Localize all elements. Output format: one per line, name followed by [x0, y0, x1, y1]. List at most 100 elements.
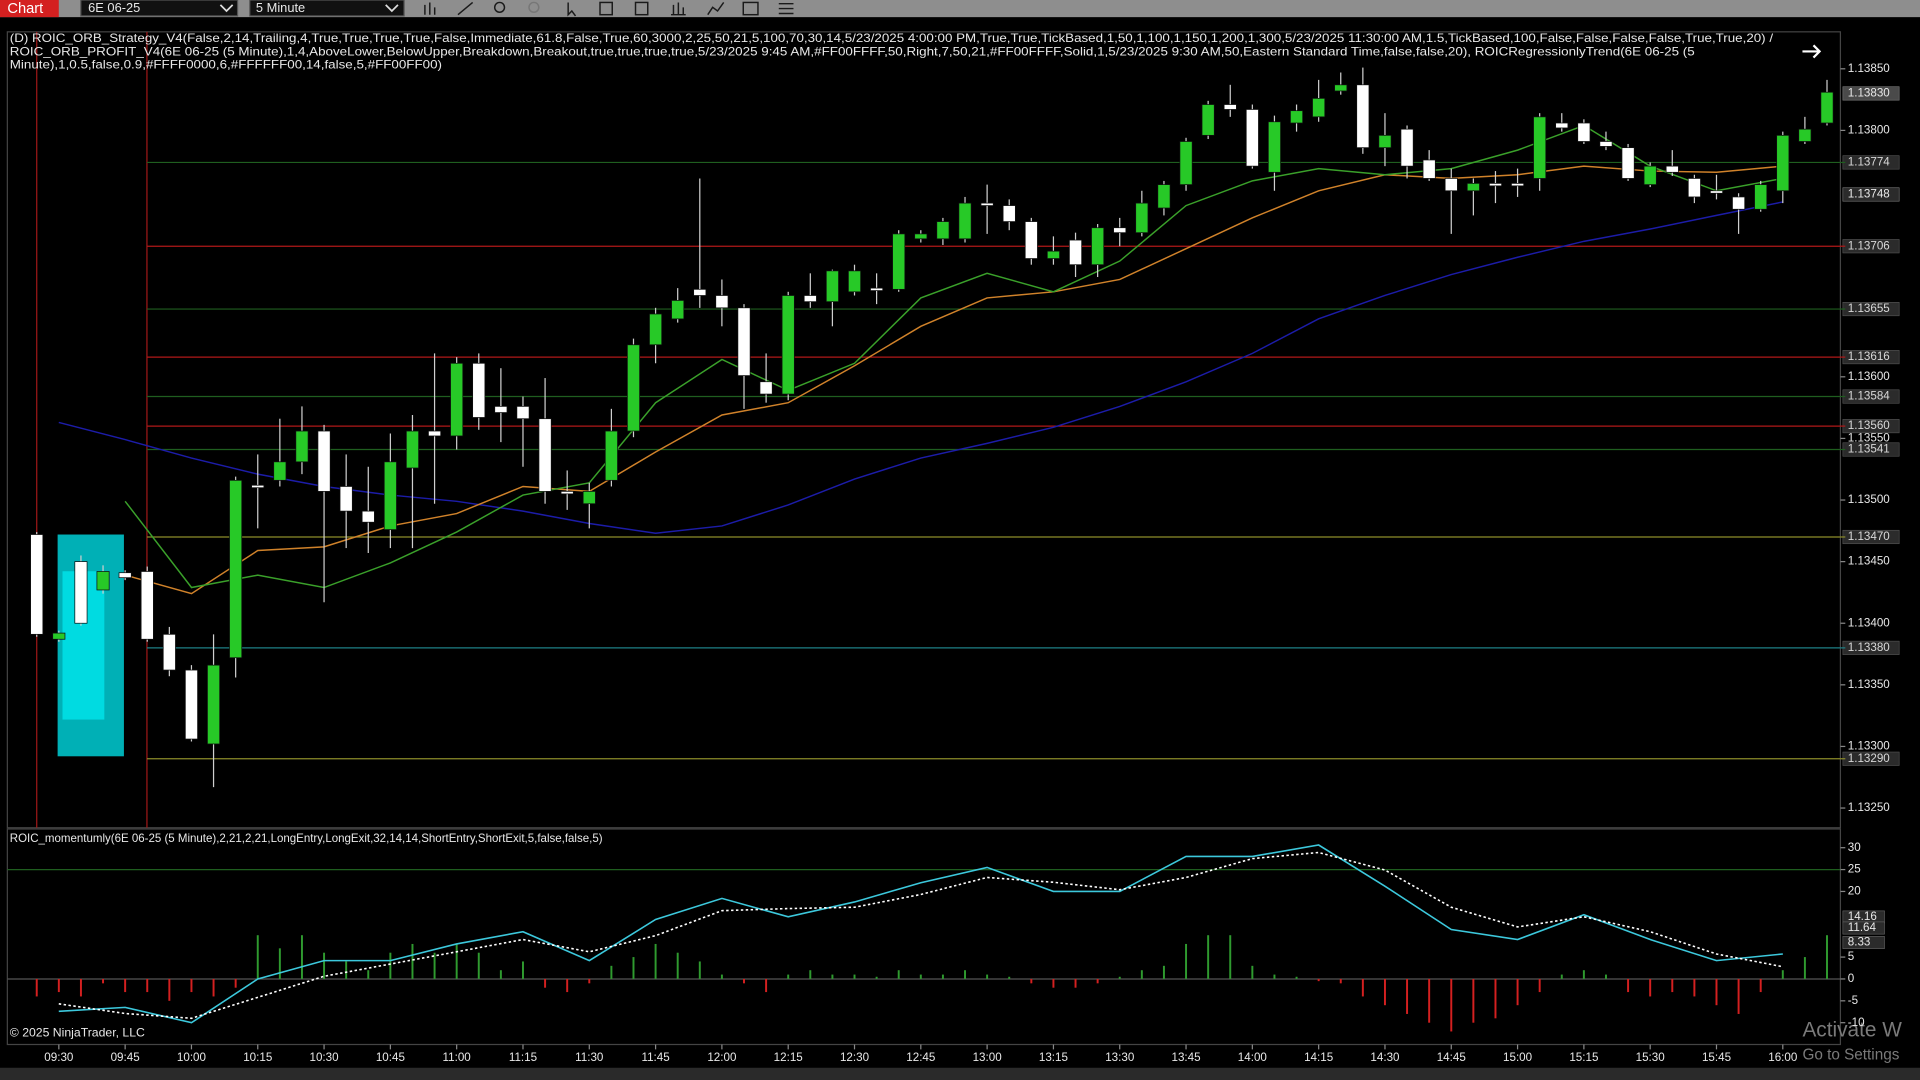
candle-body [1290, 110, 1304, 124]
histogram-bar [124, 978, 127, 993]
candle-body [1555, 122, 1569, 129]
y-tick-label: 0 [1848, 972, 1855, 985]
x-tick-label: 11:15 [509, 1051, 537, 1064]
candle-body [538, 418, 552, 492]
pointer-icon[interactable] [567, 2, 577, 17]
candle-body [450, 362, 464, 437]
candle-body [1113, 227, 1127, 234]
histogram-bar [566, 978, 569, 993]
histogram-bar [654, 943, 657, 979]
histogram-bar [477, 952, 480, 979]
level-label: 1.13290 [1848, 752, 1891, 765]
candle-body [96, 571, 110, 591]
zoom-out-icon[interactable] [528, 1, 540, 13]
candle-body [737, 307, 751, 376]
histogram-bar [698, 961, 701, 979]
scroll-arrow[interactable] [1802, 44, 1822, 59]
candle-body [1267, 121, 1281, 173]
histogram-bar [1803, 957, 1806, 979]
x-tick-label: 09:30 [44, 1051, 74, 1064]
histogram-bar [146, 978, 149, 993]
histogram-bar [1074, 978, 1077, 988]
y-tick-label: 20 [1848, 885, 1861, 898]
histogram-bar [986, 974, 989, 979]
y-tick-label: 30 [1848, 841, 1861, 854]
candle-body [715, 295, 729, 309]
menu-icon[interactable] [778, 2, 794, 15]
interval-dropdown[interactable] [249, 0, 405, 17]
price-marker-label: 1.13748 [1848, 188, 1890, 201]
instrument-dropdown[interactable] [80, 0, 239, 17]
candle-body [1732, 196, 1746, 210]
data-box-icon[interactable] [742, 1, 759, 16]
toolbar [0, 0, 1920, 18]
histogram-bar [1207, 935, 1210, 979]
x-tick-label: 11:00 [443, 1051, 472, 1064]
candle-body [671, 300, 685, 320]
x-tick-label: 12:00 [707, 1051, 737, 1064]
candle-body [1798, 128, 1812, 142]
interval-label[interactable]: 5 Minute [256, 0, 305, 15]
level-label: 1.13541 [1848, 443, 1890, 456]
candle-body [649, 313, 663, 346]
strategy-title: Minute),1,0.5,false,0.9,#FFFF0000,6,#FFF… [10, 60, 442, 72]
scrollbar[interactable] [0, 1067, 1920, 1080]
properties-icon[interactable] [599, 1, 613, 16]
candle-body [825, 270, 839, 303]
candle-body [1245, 109, 1259, 167]
candle-body [1002, 205, 1016, 222]
candle-body [1334, 84, 1348, 92]
histogram-bar [1361, 978, 1364, 997]
zoom-in-icon[interactable] [493, 1, 506, 13]
strategies-icon[interactable] [671, 2, 686, 16]
chart-tab-label[interactable]: Chart [7, 1, 43, 17]
instrument-label[interactable]: 6E 06-25 [88, 0, 140, 15]
draw-icon[interactable] [457, 1, 474, 16]
y-tick-label: 1.13400 [1848, 616, 1891, 629]
dropdown-arrow[interactable] [385, 4, 399, 13]
histogram-bar [57, 978, 60, 993]
candle-body [1687, 178, 1701, 198]
x-tick-label: 13:45 [1171, 1051, 1200, 1064]
histogram-bar [168, 978, 171, 1001]
histogram-bar [1185, 943, 1188, 979]
candle-body [1643, 165, 1657, 185]
candle-body [295, 430, 309, 463]
bars-icon[interactable] [424, 2, 436, 15]
histogram-bar [300, 935, 303, 979]
candle-body [184, 669, 198, 740]
histogram-bar [1826, 935, 1828, 979]
candle-body [1135, 202, 1149, 234]
histogram-bar [919, 974, 922, 979]
candle-body [1444, 178, 1458, 192]
candle-body [848, 270, 861, 293]
candle-body [582, 491, 596, 505]
candle-body [1046, 250, 1060, 259]
candle-body [604, 430, 618, 481]
y-tick-label: -5 [1848, 994, 1858, 1007]
histogram-bar [1251, 965, 1254, 979]
x-tick-label: 12:15 [774, 1051, 803, 1064]
histogram-bar [765, 978, 768, 993]
x-tick-label: 10:15 [243, 1051, 272, 1064]
value-marker-box [1842, 921, 1885, 935]
histogram-bar [610, 965, 613, 979]
x-tick-label: 10:30 [310, 1051, 340, 1064]
candle-body [980, 202, 994, 206]
histogram-bar [1096, 978, 1099, 984]
histogram-bar [1649, 978, 1652, 997]
dropdown-arrow[interactable] [219, 4, 234, 13]
moving-average [124, 165, 1783, 595]
histogram-bar [522, 961, 524, 979]
chart-tab[interactable] [0, 0, 59, 18]
histogram-bar [345, 961, 348, 979]
histogram-bar [1671, 978, 1674, 993]
histogram-bar [1406, 978, 1409, 1014]
indicators-icon[interactable] [707, 2, 725, 16]
toolbar-icons [424, 1, 794, 17]
watermark-subtitle: Go to Settings [1802, 1047, 1899, 1064]
templates-icon[interactable] [634, 1, 649, 16]
candle-body [1312, 98, 1326, 118]
candle-body [914, 233, 928, 240]
